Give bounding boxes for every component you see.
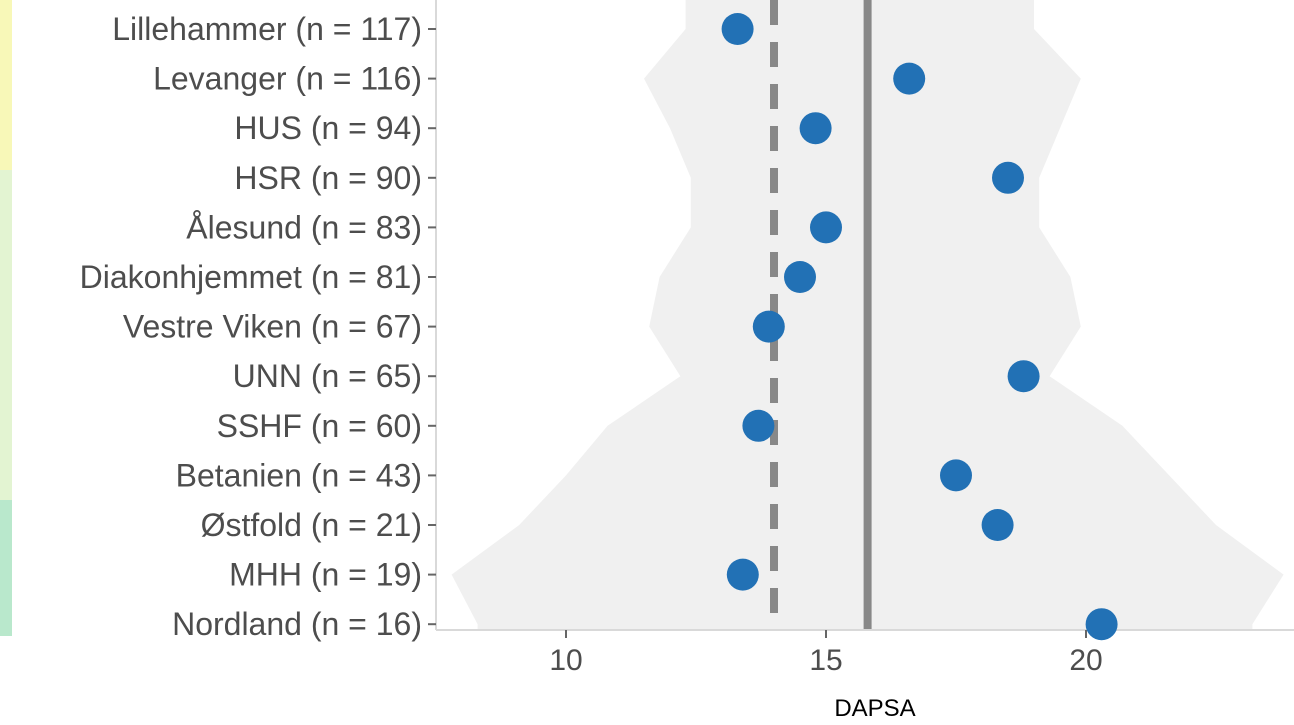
- y-tick-label: SSHF (n = 60): [217, 408, 422, 444]
- data-point: [799, 112, 832, 145]
- y-tick-label: Levanger (n = 116): [153, 61, 422, 97]
- y-tick-label: Østfold (n = 21): [201, 507, 422, 543]
- y-tick-label: HSR (n = 90): [234, 160, 422, 196]
- y-tick-label: Ålesund (n = 83): [186, 209, 422, 245]
- x-tick-label: 20: [1069, 644, 1102, 677]
- y-tick-label: HUS (n = 94): [234, 110, 422, 146]
- data-point: [1085, 608, 1118, 641]
- data-point: [784, 261, 816, 293]
- x-axis-title: DAPSA: [834, 695, 915, 720]
- y-tick-label: Lillehammer (n = 117): [112, 11, 422, 47]
- data-point: [742, 409, 775, 442]
- data-point: [726, 558, 759, 591]
- left-edge-strip-yellow: [0, 0, 12, 170]
- y-tick-label: MHH (n = 19): [229, 557, 422, 593]
- data-point: [893, 62, 926, 95]
- left-edge-strip-lightgreen: [0, 170, 12, 500]
- x-tick-label: 15: [809, 644, 842, 677]
- data-point: [721, 13, 754, 45]
- y-tick-label: Diakonhjemmet (n = 81): [80, 259, 422, 295]
- x-tick-label: 10: [549, 644, 582, 677]
- y-tick-label: UNN (n = 65): [233, 358, 422, 394]
- y-tick-label: Vestre Viken (n = 67): [123, 309, 422, 345]
- data-point: [752, 310, 785, 343]
- left-edge-strip-green: [0, 500, 12, 636]
- data-point: [981, 509, 1014, 541]
- data-point: [992, 161, 1024, 194]
- y-tick-label: Nordland (n = 16): [172, 606, 422, 642]
- data-point: [940, 459, 972, 492]
- data-point: [810, 211, 842, 244]
- data-point: [1007, 360, 1040, 393]
- y-tick-label: Betanien (n = 43): [176, 457, 422, 493]
